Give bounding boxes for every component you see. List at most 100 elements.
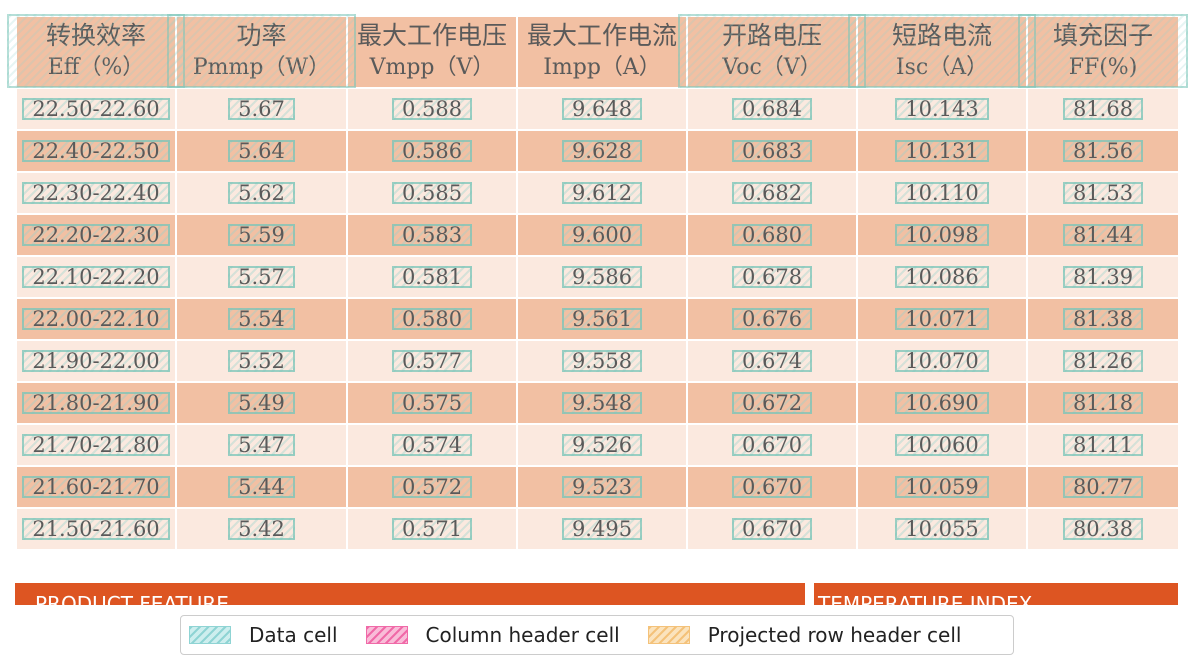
cell-value: 81.68 bbox=[1062, 98, 1144, 120]
header-line2: Voc（V） bbox=[722, 55, 822, 80]
cell-value: 9.561 bbox=[561, 308, 643, 330]
cell-value: 22.50-22.60 bbox=[22, 98, 170, 120]
table-cell: 9.526 bbox=[516, 423, 688, 467]
table-cell: 9.558 bbox=[516, 339, 688, 383]
table-cell: 9.648 bbox=[516, 87, 688, 131]
cell-value: 0.583 bbox=[391, 224, 473, 246]
header-line1: 转换效率 bbox=[45, 21, 146, 50]
table-cell: 9.548 bbox=[516, 381, 688, 425]
cell-value: 9.526 bbox=[561, 434, 643, 456]
cell-value: 9.523 bbox=[561, 476, 643, 498]
table-cell: 5.47 bbox=[175, 423, 348, 467]
cell-value: 10.060 bbox=[895, 434, 989, 456]
cell-value: 22.10-22.20 bbox=[22, 266, 170, 288]
cell-value: 10.086 bbox=[895, 266, 989, 288]
cell-value: 5.59 bbox=[228, 224, 295, 246]
table-cell: 10.071 bbox=[856, 297, 1028, 341]
table-cell: 10.060 bbox=[856, 423, 1028, 467]
table-cell: 0.583 bbox=[346, 213, 518, 257]
cell-value: 5.44 bbox=[228, 476, 295, 498]
table-cell: 9.586 bbox=[516, 255, 688, 299]
table-row: 22.30-22.40 5.62 0.585 9.612 0.682 10.11… bbox=[15, 171, 1180, 215]
cell-value: 9.628 bbox=[561, 140, 643, 162]
header-voc: 开路电压 Voc（V） bbox=[678, 14, 866, 89]
cell-value: 0.575 bbox=[391, 392, 473, 414]
table-cell: 81.11 bbox=[1026, 423, 1180, 467]
table-cell: 80.77 bbox=[1026, 465, 1180, 509]
cell-value: 81.53 bbox=[1062, 182, 1144, 204]
cell-value: 81.11 bbox=[1062, 434, 1144, 456]
cell-value: 0.588 bbox=[391, 98, 473, 120]
header-line1: 最大工作电流 bbox=[526, 21, 677, 50]
table-cell: 10.086 bbox=[856, 255, 1028, 299]
table-cell: 9.612 bbox=[516, 171, 688, 215]
legend-label: Data cell bbox=[249, 623, 338, 647]
cell-value: 10.071 bbox=[895, 308, 989, 330]
table-row: 21.80-21.90 5.49 0.575 9.548 0.672 10.69… bbox=[15, 381, 1180, 425]
cell-value: 21.60-21.70 bbox=[22, 476, 170, 498]
cell-value: 81.26 bbox=[1062, 350, 1144, 372]
legend-item-column-header: Column header cell bbox=[365, 623, 620, 647]
cell-value: 22.00-22.10 bbox=[22, 308, 170, 330]
table-cell: 80.38 bbox=[1026, 507, 1180, 551]
header-vmpp: 最大工作电压 Vmpp（V） bbox=[346, 15, 518, 89]
table-cell: 0.670 bbox=[686, 507, 858, 551]
table-cell: 81.18 bbox=[1026, 381, 1180, 425]
table-cell: 0.684 bbox=[686, 87, 858, 131]
table-cell: 0.682 bbox=[686, 171, 858, 215]
table-cell: 22.40-22.50 bbox=[15, 129, 177, 173]
cell-value: 22.20-22.30 bbox=[22, 224, 170, 246]
header-isc: 短路电流 Isc（A） bbox=[848, 14, 1036, 89]
cell-value: 0.672 bbox=[731, 392, 813, 414]
cell-value: 81.44 bbox=[1062, 224, 1144, 246]
header-line1: 功率 bbox=[236, 21, 287, 50]
cell-value: 0.670 bbox=[731, 434, 813, 456]
table-cell: 21.80-21.90 bbox=[15, 381, 177, 425]
annotation-legend: Data cell Column header cell Projected r… bbox=[180, 615, 1014, 655]
legend-label: Column header cell bbox=[425, 623, 620, 647]
header-line2: FF(%) bbox=[1068, 55, 1138, 80]
table-cell: 0.585 bbox=[346, 171, 518, 215]
cell-value: 0.684 bbox=[731, 98, 813, 120]
header-impp: 最大工作电流 Impp（A） bbox=[516, 15, 688, 89]
cell-value: 0.670 bbox=[731, 476, 813, 498]
table-cell: 0.572 bbox=[346, 465, 518, 509]
cell-value: 0.580 bbox=[391, 308, 473, 330]
table-cell: 0.683 bbox=[686, 129, 858, 173]
table-cell: 5.54 bbox=[175, 297, 348, 341]
table-cell: 81.44 bbox=[1026, 213, 1180, 257]
cell-value: 21.70-21.80 bbox=[22, 434, 170, 456]
cell-value: 22.30-22.40 bbox=[22, 182, 170, 204]
table-row: 22.40-22.50 5.64 0.586 9.628 0.683 10.13… bbox=[15, 129, 1180, 173]
cell-value: 0.574 bbox=[391, 434, 473, 456]
cell-value: 5.52 bbox=[228, 350, 295, 372]
cell-value: 0.571 bbox=[391, 518, 473, 540]
cell-value: 9.558 bbox=[561, 350, 643, 372]
cell-value: 9.495 bbox=[561, 518, 643, 540]
cell-value: 5.57 bbox=[228, 266, 295, 288]
table-row: 22.00-22.10 5.54 0.580 9.561 0.676 10.07… bbox=[15, 297, 1180, 341]
cell-value: 0.678 bbox=[731, 266, 813, 288]
table-cell: 21.60-21.70 bbox=[15, 465, 177, 509]
legend-label: Projected row header cell bbox=[707, 623, 962, 647]
table-cell: 81.53 bbox=[1026, 171, 1180, 215]
cell-value: 10.690 bbox=[895, 392, 989, 414]
cell-value: 0.676 bbox=[731, 308, 813, 330]
cell-value: 5.49 bbox=[228, 392, 295, 414]
cell-value: 0.670 bbox=[731, 518, 813, 540]
table-cell: 9.523 bbox=[516, 465, 688, 509]
header-line2: Isc（A） bbox=[895, 55, 989, 80]
table-cell: 0.571 bbox=[346, 507, 518, 551]
cell-value: 10.110 bbox=[895, 182, 989, 204]
table-row: 22.10-22.20 5.57 0.581 9.586 0.678 10.08… bbox=[15, 255, 1180, 299]
cell-value: 0.586 bbox=[391, 140, 473, 162]
table-cell: 0.670 bbox=[686, 465, 858, 509]
table-cell: 10.143 bbox=[856, 87, 1028, 131]
table-cell: 0.577 bbox=[346, 339, 518, 383]
table-cell: 5.49 bbox=[175, 381, 348, 425]
cell-value: 5.42 bbox=[228, 518, 295, 540]
table-row: 22.50-22.60 5.67 0.588 9.648 0.684 10.14… bbox=[15, 87, 1180, 131]
cell-value: 5.54 bbox=[228, 308, 295, 330]
table-row: 21.50-21.60 5.42 0.571 9.495 0.670 10.05… bbox=[15, 507, 1180, 551]
cell-value: 81.56 bbox=[1062, 140, 1144, 162]
